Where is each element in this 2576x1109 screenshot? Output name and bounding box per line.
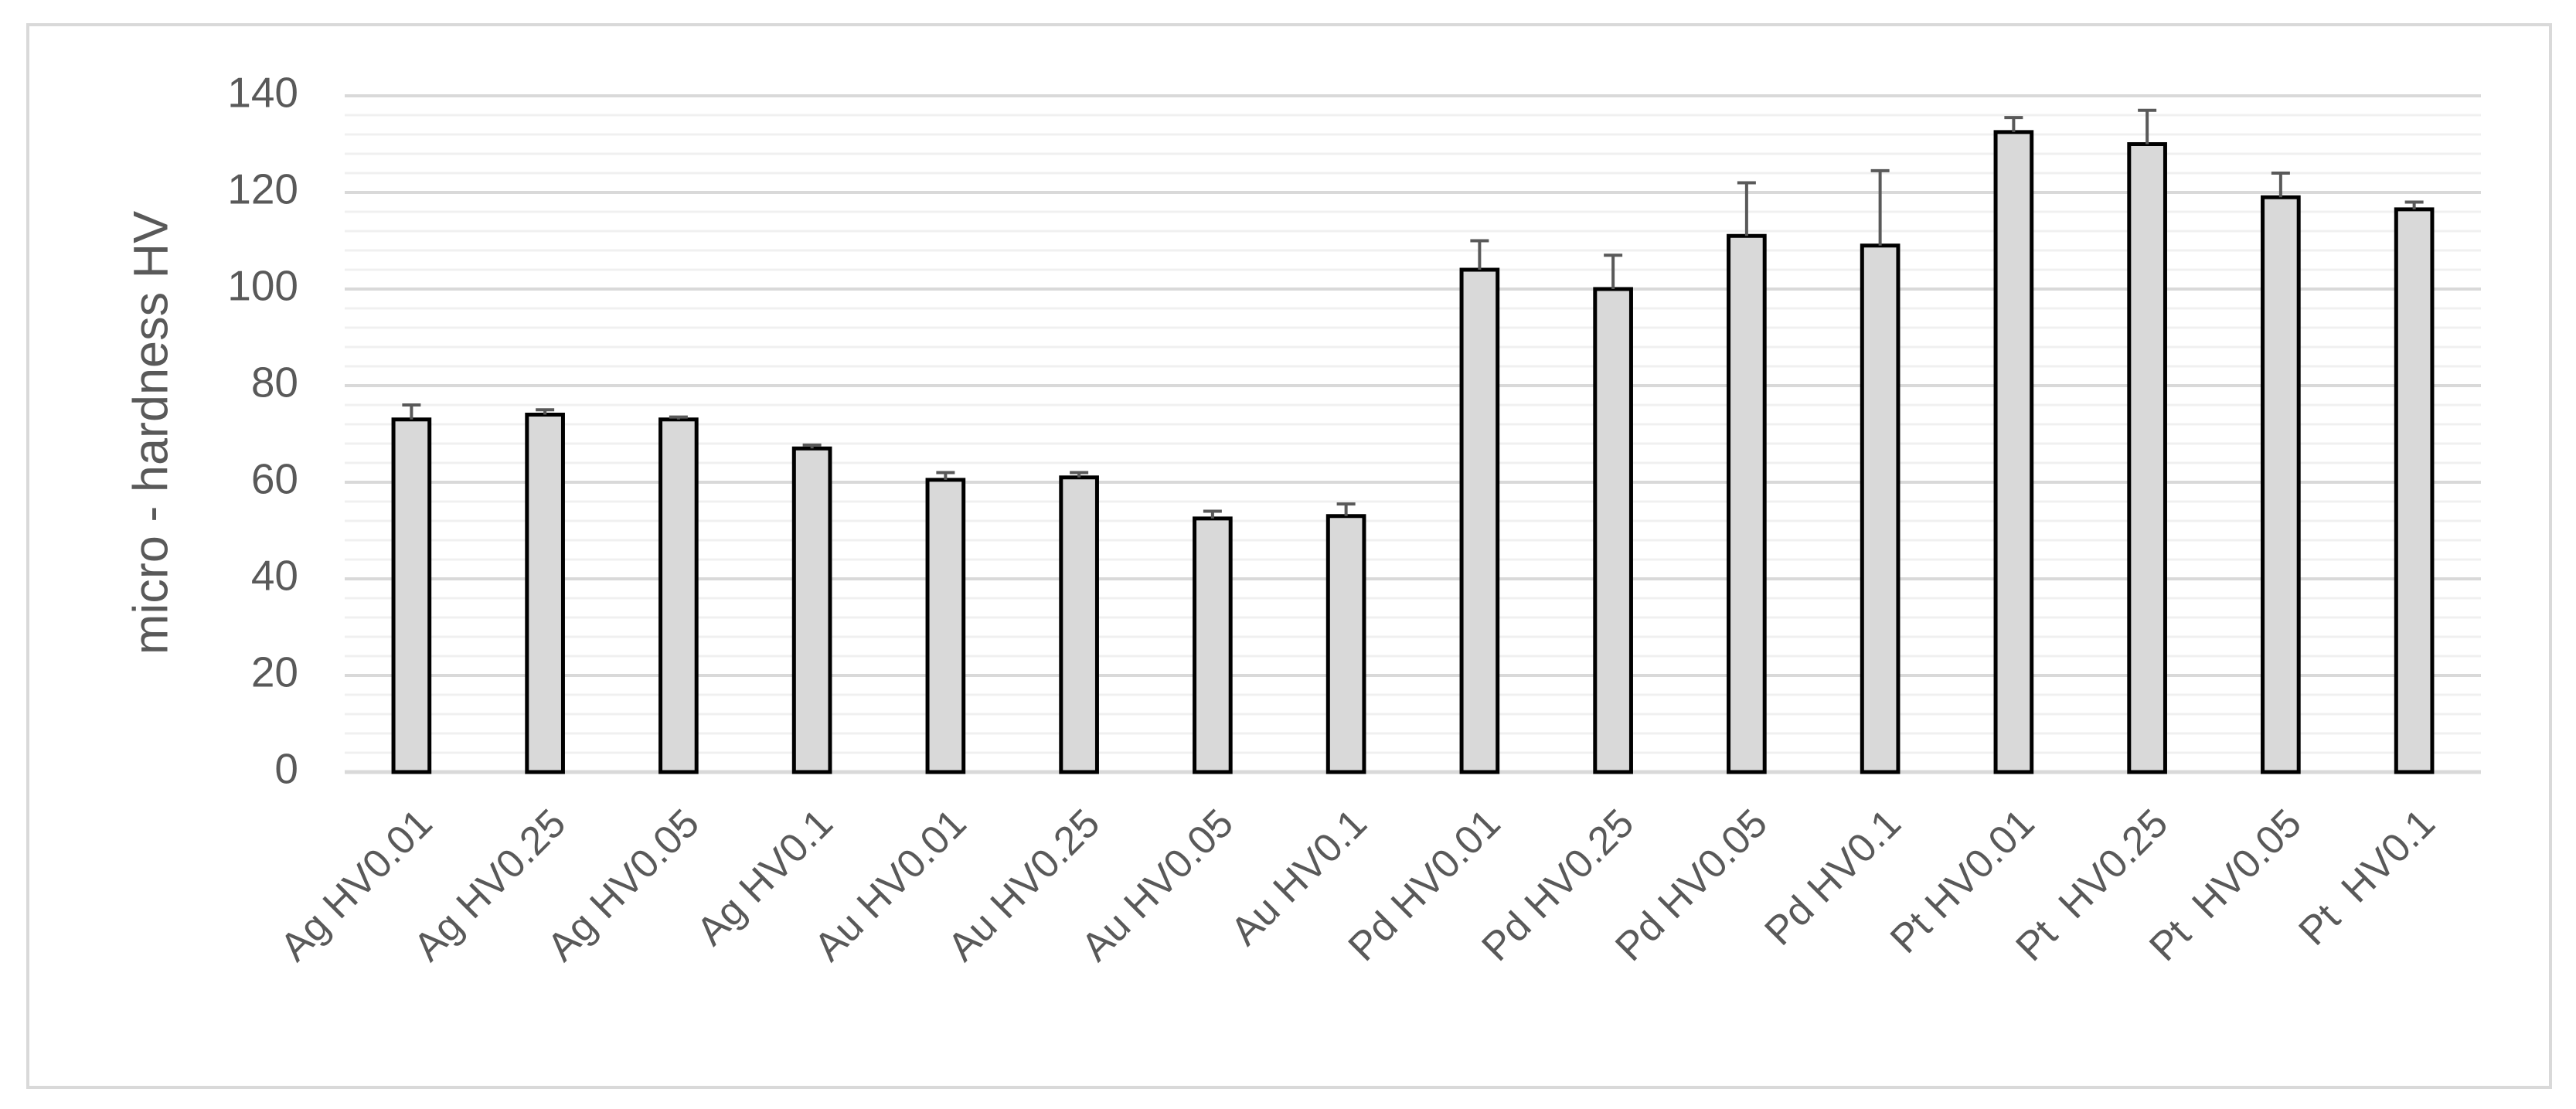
y-axis-label: micro - hardness HV [124,211,179,655]
bar [2127,142,2167,774]
y-tick-label: 20 [251,648,298,696]
bar [925,478,966,774]
bar [1459,267,1500,774]
y-tick-label: 0 [274,745,298,793]
bar [1593,287,1633,774]
y-tick-label: 140 [227,69,298,117]
bar [2261,195,2301,774]
y-tick-label: 100 [227,262,298,310]
bar [1993,130,2034,774]
bar [791,446,832,774]
bar [1860,243,1901,774]
bar [525,413,565,774]
bar [658,417,699,774]
bar [1193,516,1233,774]
y-tick-label: 120 [227,165,298,213]
bar [1727,233,1767,774]
bar [2394,207,2435,774]
bar [391,417,432,774]
y-tick-label: 60 [251,455,298,503]
bar [1325,514,1366,774]
y-tick-label: 80 [251,359,298,407]
y-tick-label: 40 [251,552,298,600]
bar [1059,475,1099,774]
